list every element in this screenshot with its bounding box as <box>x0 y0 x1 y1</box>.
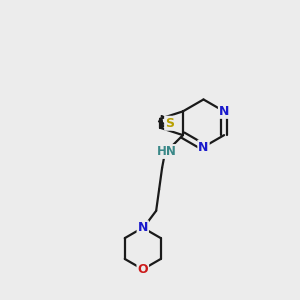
Text: N: N <box>219 105 229 118</box>
Text: N: N <box>138 221 148 234</box>
Text: O: O <box>137 263 148 276</box>
Text: N: N <box>198 140 209 154</box>
Text: S: S <box>165 117 174 130</box>
Text: HN: HN <box>157 145 176 158</box>
